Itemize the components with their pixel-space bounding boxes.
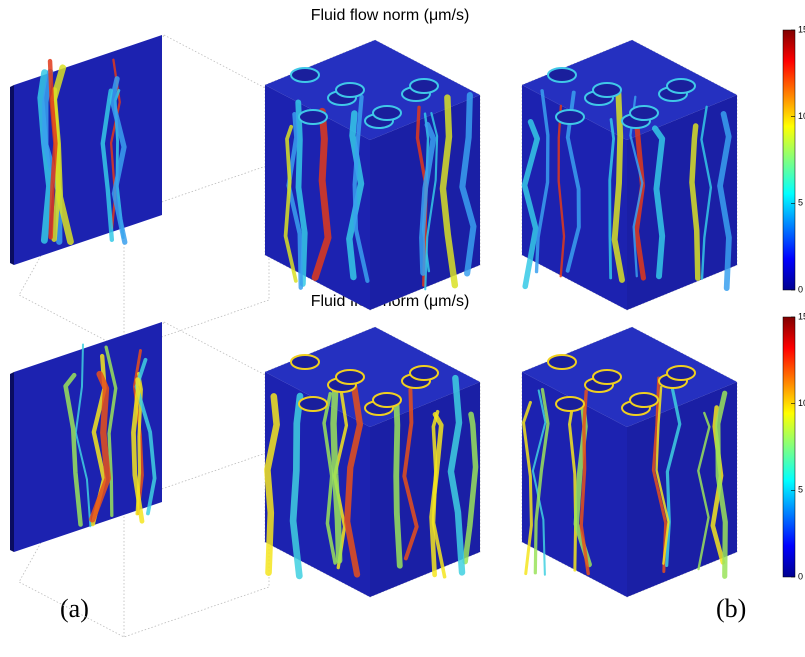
colorbar-tick-label: 15	[798, 311, 805, 321]
colorbar	[783, 30, 795, 290]
cell	[291, 355, 319, 369]
cell	[410, 79, 438, 93]
cell	[373, 393, 401, 407]
slab-face	[14, 35, 162, 265]
colorbar-tick-label: 0	[798, 284, 803, 294]
cube-render	[522, 327, 737, 597]
cube-render	[522, 40, 737, 310]
cell	[548, 355, 576, 369]
cell	[556, 110, 584, 124]
cell	[291, 68, 319, 82]
colorbar-tick-label: 5	[798, 485, 803, 495]
slab-render	[10, 35, 269, 350]
cell	[556, 397, 584, 411]
colorbar-tick-label: 5	[798, 198, 803, 208]
flow-vein	[396, 401, 400, 566]
slab-edge	[10, 85, 14, 265]
colorbar-tick-label: 15	[798, 24, 805, 34]
cell	[336, 370, 364, 384]
slab-edge	[10, 372, 14, 552]
cell	[336, 83, 364, 97]
panel-label: (b)	[716, 594, 746, 623]
colorbar-tick-label: 10	[798, 111, 805, 121]
cell	[630, 106, 658, 120]
cube-render	[265, 40, 480, 310]
cell	[299, 397, 327, 411]
cell	[593, 370, 621, 384]
renderings: 15 10 5 0 15 10 5 0	[10, 24, 805, 637]
cell	[299, 110, 327, 124]
slab-render	[10, 322, 269, 637]
cell	[410, 366, 438, 380]
panel-title: Fluid flow norm (μm/s)	[311, 7, 470, 24]
cell	[373, 106, 401, 120]
panel-label: (a)	[60, 594, 89, 623]
cube-render	[265, 327, 480, 597]
cell	[630, 393, 658, 407]
cell	[667, 366, 695, 380]
colorbar-tick-label: 10	[798, 398, 805, 408]
colorbar	[783, 317, 795, 577]
cell	[667, 79, 695, 93]
cell	[548, 68, 576, 82]
colorbar-tick-label: 0	[798, 571, 803, 581]
figure: Fluid flow norm (μm/s) Fluid flow norm (…	[0, 0, 805, 657]
cell	[593, 83, 621, 97]
